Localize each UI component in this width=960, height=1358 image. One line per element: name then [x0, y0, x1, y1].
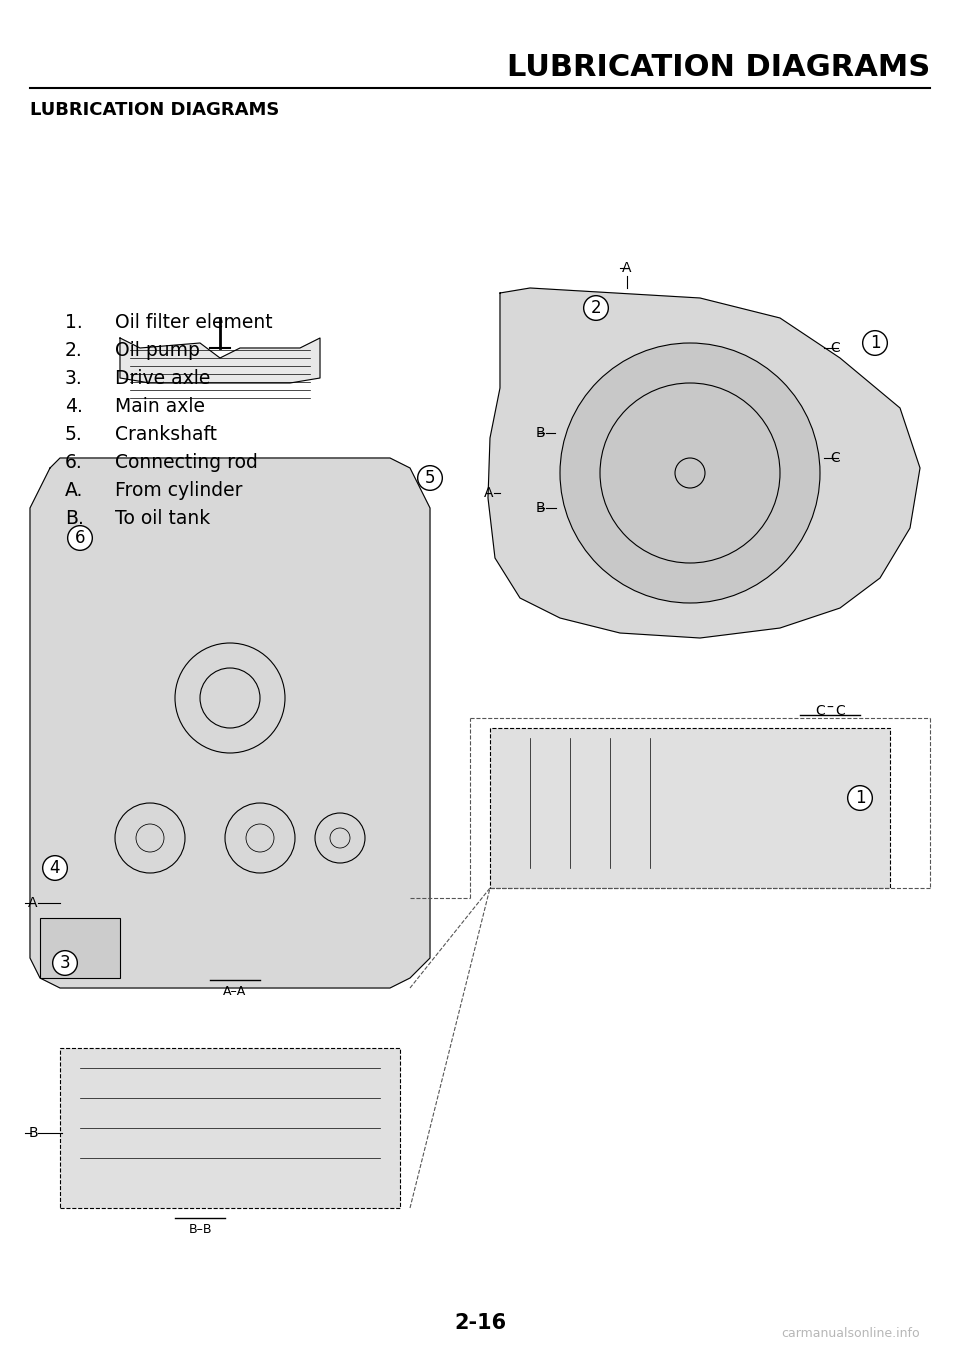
Text: 1: 1	[870, 334, 880, 352]
Text: Drive axle: Drive axle	[115, 369, 210, 388]
Text: 3.: 3.	[65, 369, 83, 388]
Text: B: B	[28, 1126, 37, 1139]
Text: 6: 6	[75, 530, 85, 547]
Text: 1.: 1.	[65, 312, 83, 331]
Text: B.: B.	[65, 509, 84, 528]
Text: A: A	[484, 486, 493, 500]
Text: Oil pump: Oil pump	[115, 341, 200, 360]
Text: LUBRICATION DIAGRAMS: LUBRICATION DIAGRAMS	[30, 100, 279, 120]
Text: 4: 4	[50, 860, 60, 877]
Text: Connecting rod: Connecting rod	[115, 454, 258, 473]
Polygon shape	[488, 288, 920, 638]
Text: 5.: 5.	[65, 425, 83, 444]
Text: –: –	[827, 701, 833, 716]
Text: carmanualsonline.info: carmanualsonline.info	[781, 1327, 920, 1340]
Text: 3: 3	[60, 955, 70, 972]
Text: 4.: 4.	[65, 397, 83, 416]
Text: Oil filter element: Oil filter element	[115, 312, 273, 331]
Text: A: A	[28, 896, 37, 910]
Text: 2: 2	[590, 299, 601, 316]
Text: C: C	[830, 341, 840, 354]
Circle shape	[560, 344, 820, 603]
Text: Crankshaft: Crankshaft	[115, 425, 217, 444]
Text: 2.: 2.	[65, 341, 83, 360]
Bar	[60, 1048, 400, 1209]
Text: 1: 1	[854, 789, 865, 807]
Text: A–A: A–A	[224, 985, 247, 998]
Bar	[40, 918, 120, 978]
Text: B: B	[536, 426, 545, 440]
Text: C: C	[830, 451, 840, 464]
Text: 5: 5	[424, 469, 435, 488]
Text: To oil tank: To oil tank	[115, 509, 210, 528]
Text: B–B: B–B	[188, 1224, 212, 1236]
Text: LUBRICATION DIAGRAMS: LUBRICATION DIAGRAMS	[507, 53, 930, 83]
Polygon shape	[120, 338, 320, 383]
Text: 2-16: 2-16	[454, 1313, 506, 1334]
Polygon shape	[30, 458, 430, 989]
Text: 6.: 6.	[65, 454, 83, 473]
Bar	[490, 728, 890, 888]
Text: C: C	[835, 703, 845, 718]
Text: A: A	[622, 261, 632, 276]
Text: A.: A.	[65, 481, 84, 500]
Text: C: C	[815, 703, 825, 718]
Text: B: B	[536, 501, 545, 515]
Text: From cylinder: From cylinder	[115, 481, 243, 500]
Text: Main axle: Main axle	[115, 397, 205, 416]
